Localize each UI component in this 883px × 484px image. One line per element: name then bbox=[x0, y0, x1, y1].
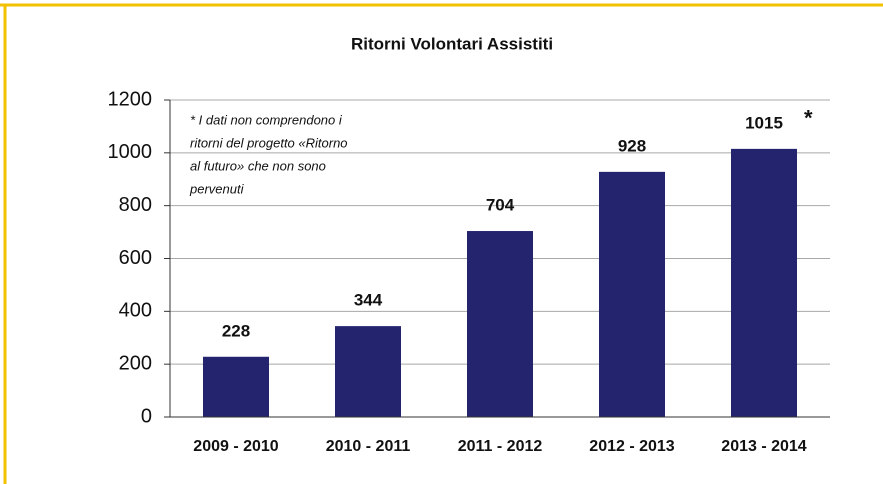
x-tick-label: 2010 - 2011 bbox=[326, 438, 411, 455]
chart-title: Ritorni Volontari Assistiti bbox=[351, 34, 553, 53]
value-label: 928 bbox=[618, 136, 646, 155]
note-line: ritorni del progetto «Ritorno bbox=[190, 135, 348, 150]
x-tick-label: 2012 - 2013 bbox=[589, 438, 675, 455]
value-label: 1015 bbox=[745, 113, 783, 132]
bar bbox=[335, 326, 401, 417]
bar bbox=[731, 148, 797, 417]
bar bbox=[467, 231, 533, 417]
y-tick-label: 1200 bbox=[108, 88, 153, 110]
y-tick-label: 800 bbox=[119, 194, 152, 216]
y-tick-label: 400 bbox=[119, 300, 152, 322]
value-label: 344 bbox=[354, 291, 383, 310]
annotation-marker: * bbox=[804, 106, 813, 131]
y-tick-label: 200 bbox=[119, 352, 152, 374]
bar bbox=[203, 356, 269, 417]
y-tick-label: 1000 bbox=[108, 141, 153, 163]
bar bbox=[599, 171, 665, 417]
value-label: 704 bbox=[486, 196, 515, 215]
x-tick-label: 2011 - 2012 bbox=[458, 438, 543, 455]
note-line: al futuro» che non sono bbox=[190, 158, 326, 173]
value-label: 228 bbox=[222, 321, 250, 340]
note-line: pervenuti bbox=[189, 181, 245, 196]
y-tick-label: 600 bbox=[119, 247, 152, 269]
x-tick-label: 2013 - 2014 bbox=[721, 438, 807, 455]
y-tick-label: 0 bbox=[141, 405, 152, 427]
x-tick-label: 2009 - 2010 bbox=[193, 438, 279, 455]
note-line: * I dati non comprendono i bbox=[190, 112, 343, 127]
